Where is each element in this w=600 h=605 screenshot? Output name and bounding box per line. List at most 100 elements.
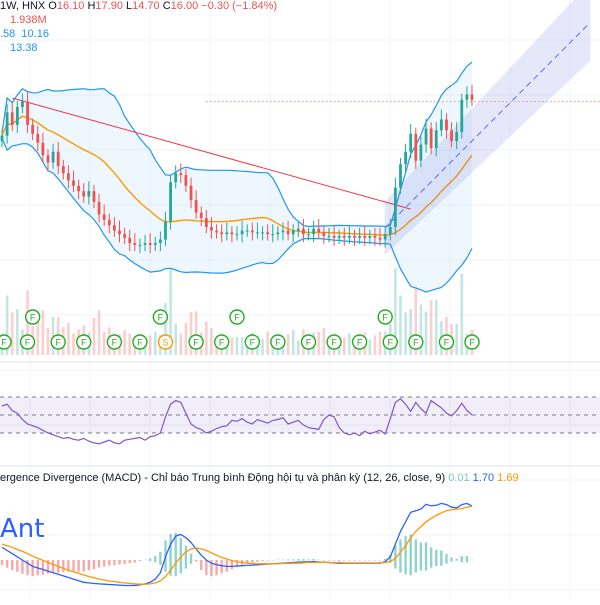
volume-bar: [16, 309, 19, 355]
candle-body: [287, 231, 290, 235]
macd-histogram-bar: [220, 560, 222, 573]
candle-body: [128, 238, 131, 243]
candle-body: [16, 107, 19, 125]
candle-body: [251, 231, 254, 233]
macd-histogram-bar: [52, 560, 54, 573]
volume-bar: [72, 334, 75, 356]
macd-signal-value: 1.69: [497, 472, 518, 484]
candle-body: [210, 227, 213, 231]
candle-body: [338, 236, 341, 238]
candle-body: [292, 231, 295, 235]
candle-body: [374, 236, 377, 238]
candle-body: [179, 173, 182, 175]
volume-bar: [185, 323, 188, 355]
candle-body: [41, 143, 44, 156]
volume-bar: [154, 332, 157, 356]
volume-bar: [297, 341, 300, 356]
volume-bar: [93, 318, 96, 355]
macd-histogram-bar: [379, 560, 381, 561]
macd-histogram-bar: [256, 560, 258, 562]
signal-marker-label: F: [193, 338, 199, 348]
macd-histogram-bar: [333, 560, 335, 561]
macd-histogram-bar: [88, 560, 90, 570]
macd-histogram-bar: [307, 559, 309, 560]
candle-body: [430, 128, 433, 148]
candle-body: [379, 238, 382, 240]
macd-histogram-bar: [312, 559, 314, 561]
candle-body: [236, 234, 239, 235]
candle-body: [36, 134, 39, 143]
candle-body: [113, 225, 116, 230]
volume-bar: [343, 338, 346, 356]
candle-body: [353, 236, 356, 238]
signal-marker-label: F: [81, 338, 87, 348]
ohlc-open: 16.10: [57, 0, 85, 12]
volume-bar: [425, 312, 428, 356]
candle-body: [31, 125, 34, 134]
macd-histogram-bar: [103, 560, 105, 567]
bb-value-2: 10.16: [21, 28, 49, 40]
macd-histogram-bar: [261, 560, 263, 561]
ohlc-low: 14.70: [132, 0, 160, 12]
candle-body: [384, 234, 387, 239]
candle-body: [328, 236, 331, 237]
candle-body: [159, 240, 162, 244]
volume-bar: [460, 274, 463, 355]
candle-body: [358, 236, 361, 238]
channel-midline: [385, 23, 590, 228]
candle-body: [57, 152, 60, 166]
candle-body: [241, 231, 244, 235]
regression-channel: [385, 0, 590, 254]
ohlc-high: 17.90: [95, 0, 123, 12]
candle-body: [230, 232, 233, 234]
candle-body: [144, 243, 147, 245]
candle-body: [200, 213, 203, 218]
signal-marker-label: F: [413, 338, 419, 348]
candle-body: [118, 231, 121, 235]
candle-body: [271, 234, 274, 235]
macd-histogram-bar: [455, 559, 457, 561]
macd-histogram-bar: [287, 559, 289, 560]
signal-marker-label: F: [55, 338, 61, 348]
volume-bar: [236, 337, 239, 355]
candle-body: [404, 152, 407, 165]
candle-body: [82, 191, 85, 196]
macd-histogram-bar: [297, 559, 299, 561]
macd-histogram-bar: [195, 560, 197, 562]
candle-body: [414, 134, 417, 161]
macd-histogram-bar: [159, 552, 161, 565]
macd-histogram-bar: [6, 560, 8, 568]
candle-body: [450, 130, 453, 141]
volume-bar: [67, 323, 70, 355]
watermark-logo: Ant: [0, 514, 44, 544]
macd-histogram-bar: [21, 560, 23, 574]
signal-marker-label: F: [250, 338, 256, 348]
macd-histogram-bar: [83, 560, 85, 572]
macd-histogram-bar: [369, 560, 371, 561]
macd-histogram-bar: [205, 560, 207, 575]
macd-histogram-bar: [399, 539, 401, 572]
signal-marker-label: F: [30, 313, 36, 323]
signal-marker-label: F: [382, 313, 388, 323]
candle-body: [154, 243, 157, 245]
candle-body: [21, 102, 24, 107]
volume-bar: [430, 301, 433, 356]
candle-body: [77, 186, 80, 191]
volume-bar: [210, 328, 213, 355]
macd-histogram-bar: [415, 539, 417, 572]
candle-body: [297, 229, 300, 231]
macd-title: ergence Divergence (MACD) - Chỉ báo Trun…: [0, 472, 445, 484]
candle-body: [47, 155, 50, 162]
candle-body: [322, 232, 325, 236]
macd-histogram-bar: [409, 535, 411, 576]
macd-histogram-bar: [123, 560, 125, 564]
macd-hist-value: 0.01: [448, 472, 469, 484]
volume-bar: [261, 339, 264, 355]
candle-body: [133, 243, 136, 245]
candle-body: [389, 227, 392, 234]
macd-histogram-bar: [108, 560, 110, 566]
candle-body: [220, 232, 223, 234]
volume-bar: [323, 328, 326, 355]
candle-body: [307, 234, 310, 235]
